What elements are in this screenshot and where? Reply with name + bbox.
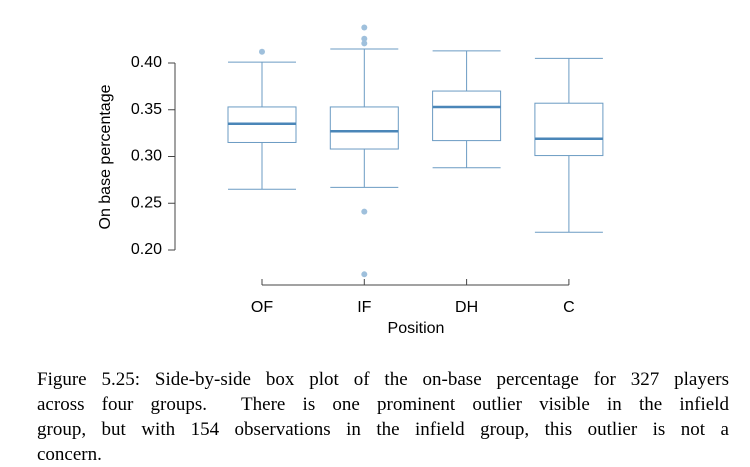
box (534, 102, 604, 157)
outlier (361, 271, 368, 278)
caption-line: concern. (37, 444, 102, 465)
caption-line: group, but with 154 observations in the … (37, 419, 729, 440)
y-axis-label: On base percentage (97, 84, 114, 229)
caption-line: Figure 5.25: Side-by-side box plot of th… (37, 369, 729, 390)
outlier (361, 40, 368, 47)
x-tick-label: C (563, 299, 575, 316)
box (432, 90, 502, 142)
caption-line: across four groups. There is one promine… (37, 394, 729, 415)
caption: Figure 5.25: Side-by-side box plot of th… (37, 367, 729, 467)
box (329, 106, 399, 150)
outlier (361, 35, 368, 42)
x-tick-label: IF (357, 299, 371, 316)
x-tick-label: OF (251, 299, 273, 316)
outlier (361, 208, 368, 215)
y-tick-label: 0.20 (131, 241, 162, 258)
y-tick-label: 0.30 (131, 148, 162, 165)
x-tick-label: DH (455, 299, 478, 316)
y-tick-label: 0.25 (131, 194, 162, 211)
chart: On base percentage Position 0.20 0.25 0.30… (97, 24, 604, 337)
x-axis-label: Position (388, 320, 445, 337)
outlier (259, 48, 265, 55)
y-tick-label: 0.35 (131, 101, 162, 118)
outlier (361, 24, 368, 31)
y-tick-label: 0.40 (131, 54, 162, 71)
